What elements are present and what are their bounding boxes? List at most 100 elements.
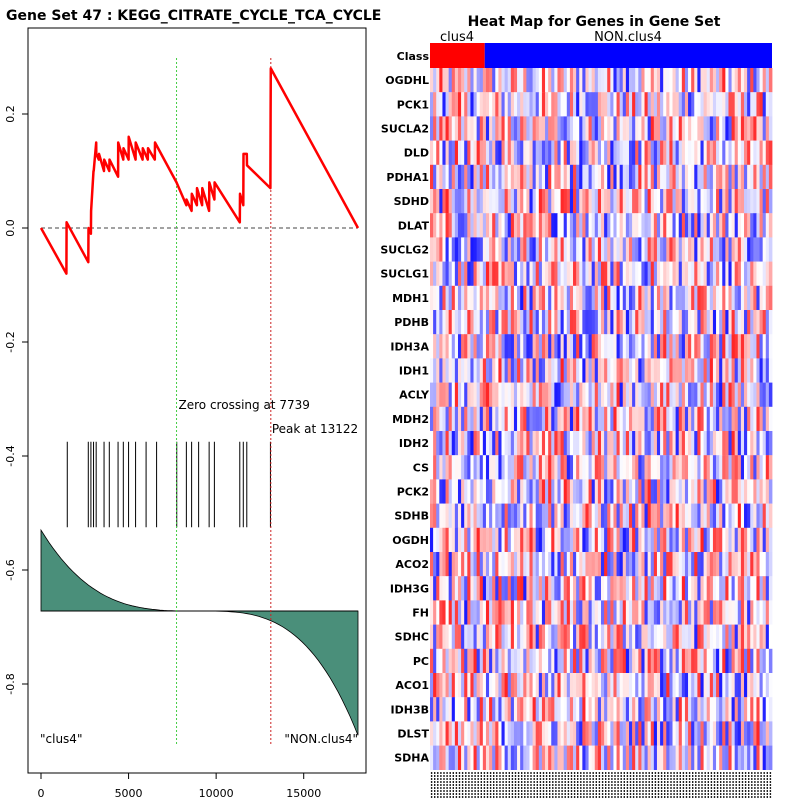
heatmap-cell — [538, 406, 543, 432]
heatmap-cell — [632, 116, 636, 141]
heatmap-cell — [647, 527, 652, 553]
heatmap-cell — [731, 479, 736, 504]
heatmap-cell — [582, 552, 586, 577]
heatmap-cell — [566, 334, 571, 359]
heatmap-cell — [485, 116, 490, 141]
heatmap-cell — [517, 624, 521, 649]
heatmap-cell — [750, 382, 754, 407]
heatmap-cell — [703, 673, 708, 698]
heatmap-cell — [430, 237, 434, 262]
heatmap-cell — [470, 721, 474, 746]
heatmap-cell — [513, 237, 518, 262]
heatmap-cell — [492, 503, 496, 528]
heatmap-cell — [703, 503, 708, 528]
heatmap-cell — [768, 164, 773, 190]
heatmap-cell — [473, 576, 478, 601]
heatmap-cell — [563, 648, 568, 674]
heatmap-cell — [594, 406, 599, 432]
heatmap-cell — [604, 552, 608, 577]
heatmap-cell — [513, 310, 518, 335]
heatmap-cell — [740, 406, 745, 432]
heatmap-cell — [523, 68, 527, 93]
heatmap-cell — [703, 92, 708, 117]
heatmap-cell — [569, 697, 574, 722]
gene-label: MDH1 — [392, 292, 429, 305]
heatmap-cell — [551, 92, 555, 117]
heatmap-cell — [582, 455, 586, 480]
heatmap-cell — [697, 334, 701, 359]
heatmap-cell — [489, 527, 493, 553]
heatmap-cell — [747, 479, 751, 504]
heatmap-cell — [594, 237, 599, 262]
heatmap-cell — [513, 455, 518, 480]
heatmap-cell — [538, 164, 543, 190]
heatmap-cell — [548, 600, 552, 625]
heatmap-cell — [529, 697, 533, 722]
heatmap-cell — [647, 673, 652, 698]
heatmap-cell — [470, 479, 474, 504]
heatmap-cell — [498, 721, 502, 746]
heatmap-cell — [750, 116, 754, 141]
heatmap-cell — [560, 576, 565, 601]
heatmap-cell — [672, 116, 677, 141]
heatmap-cell — [740, 213, 745, 238]
heatmap-cell — [712, 189, 717, 214]
heatmap-cell — [545, 479, 549, 504]
heatmap-cell — [619, 527, 624, 553]
heatmap-cell — [582, 189, 586, 214]
heatmap-cell — [588, 261, 593, 286]
heatmap-cell — [473, 745, 478, 770]
heatmap-cell — [750, 455, 754, 480]
heatmap-cell — [653, 358, 658, 383]
heatmap-cell — [457, 697, 462, 722]
heatmap-cell — [613, 164, 617, 190]
heatmap-cell — [716, 431, 720, 456]
heatmap-cell — [725, 479, 729, 504]
heatmap-cell — [573, 503, 577, 528]
heatmap-cell — [619, 479, 624, 504]
heatmap-cell — [541, 285, 546, 311]
heatmap-cell — [569, 673, 574, 698]
heatmap-cell — [538, 600, 543, 625]
heatmap-cell — [454, 358, 459, 383]
heatmap-cell — [433, 455, 437, 480]
heatmap-cell — [510, 527, 515, 553]
heatmap-cell — [535, 527, 540, 553]
heatmap-cell — [734, 261, 739, 286]
heatmap-cell — [594, 140, 599, 165]
heatmap-cell — [628, 382, 633, 407]
heatmap-cell — [653, 673, 658, 698]
heatmap-cell — [473, 406, 478, 432]
heatmap-cell — [625, 213, 630, 238]
heatmap-cell — [594, 189, 599, 214]
heatmap-cell — [436, 164, 440, 190]
heatmap-cell — [768, 310, 773, 335]
heatmap-cell — [712, 358, 717, 383]
heatmap-cell — [700, 552, 704, 577]
heatmap-cell — [722, 285, 726, 311]
heatmap-cell — [445, 382, 450, 407]
heatmap-cell — [501, 479, 506, 504]
heatmap-cell — [628, 673, 633, 698]
heatmap-cell — [495, 334, 499, 359]
heatmap-cell — [625, 358, 630, 383]
heatmap-cell — [681, 310, 686, 335]
heatmap-cell — [454, 285, 459, 311]
heatmap-cell — [684, 673, 689, 698]
heatmap-cell — [613, 479, 617, 504]
heatmap-cell — [616, 527, 621, 553]
heatmap-cell — [666, 624, 670, 649]
heatmap-cell — [461, 673, 465, 698]
heatmap-cell — [747, 600, 751, 625]
heatmap-cell — [610, 745, 614, 770]
heatmap-cell — [594, 552, 599, 577]
heatmap-cell — [501, 648, 506, 674]
heatmap-cell — [694, 455, 698, 480]
heatmap-cell — [712, 552, 717, 577]
heatmap-cell — [694, 261, 698, 286]
heatmap-cell — [756, 697, 760, 722]
enrichment-plot-frame — [27, 27, 367, 774]
heatmap-cell — [510, 140, 515, 165]
heatmap-cell — [573, 406, 577, 432]
heatmap-cell — [737, 648, 742, 674]
